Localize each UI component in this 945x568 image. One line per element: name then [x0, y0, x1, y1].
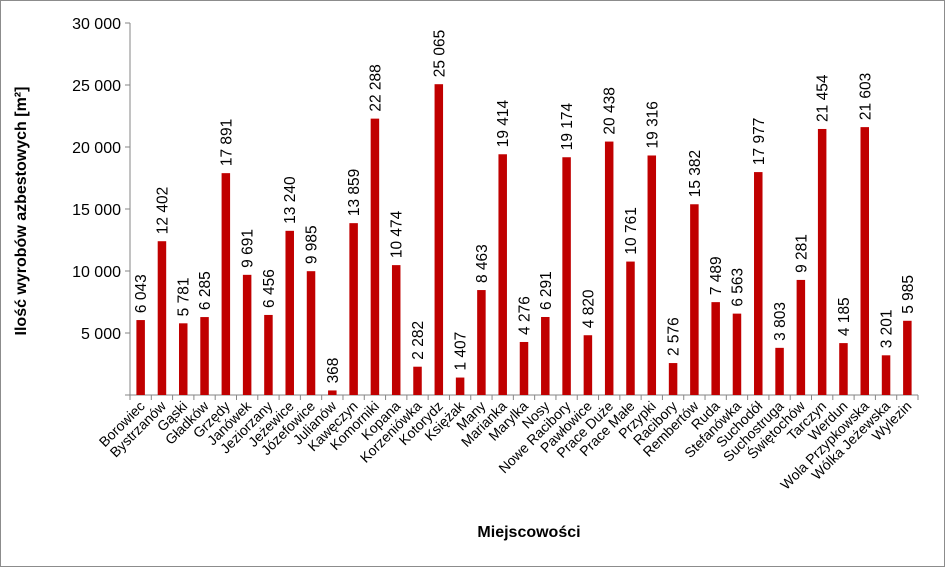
data-label: 9 281 — [793, 234, 810, 273]
bar — [200, 317, 209, 395]
x-axis: BorowiecBystrzanówGąskiGładkówGrzędyJanó… — [96, 394, 919, 493]
data-label: 5 781 — [176, 278, 193, 317]
data-label: 13 240 — [282, 176, 299, 224]
bar — [732, 313, 742, 395]
bar — [455, 377, 465, 395]
data-label: 17 891 — [218, 119, 235, 166]
bar — [647, 155, 657, 395]
bar — [413, 366, 422, 395]
bar — [754, 172, 763, 395]
data-label: 15 382 — [687, 150, 704, 197]
bar — [541, 316, 550, 395]
data-label: 19 174 — [559, 102, 576, 150]
bar — [711, 302, 720, 395]
data-label: 8 463 — [474, 244, 491, 283]
y-axis: 5 000 10 000 15 000 20 000 25 000 30 000 — [72, 16, 131, 396]
data-label: 13 859 — [346, 169, 363, 216]
y-tick-label: 15 000 — [72, 202, 121, 219]
data-label: 4 276 — [517, 296, 534, 335]
data-label: 6 285 — [197, 271, 214, 310]
x-axis-title: Miejscowości — [477, 524, 580, 541]
data-label: 6 456 — [261, 269, 278, 308]
bars — [136, 84, 912, 396]
bar — [498, 154, 507, 395]
bar — [264, 314, 273, 395]
bar — [604, 141, 614, 395]
bar — [178, 323, 188, 395]
y-tick-label: 20 000 — [72, 140, 121, 157]
bar — [157, 241, 167, 395]
y-axis-title: Ilość wyrobów azbestowych [m²] — [13, 87, 30, 336]
y-tick-label: 30 000 — [72, 16, 121, 33]
data-label: 2 576 — [666, 317, 683, 356]
bar — [860, 127, 870, 395]
bar — [690, 204, 699, 395]
data-label: 9 985 — [304, 225, 321, 264]
bar — [881, 355, 891, 395]
data-label: 3 201 — [879, 310, 896, 349]
data-label: 6 291 — [538, 271, 555, 310]
y-tick-label: 10 000 — [72, 264, 121, 281]
data-label: 19 414 — [495, 99, 512, 147]
data-label: 22 288 — [367, 64, 384, 111]
bar — [328, 390, 337, 395]
bar — [775, 347, 784, 395]
bar — [817, 128, 827, 395]
data-label: 7 489 — [708, 256, 725, 295]
bar — [242, 274, 252, 395]
bar — [285, 230, 294, 395]
data-label: 1 407 — [453, 332, 470, 371]
data-label: 20 438 — [602, 87, 619, 134]
data-label: 17 977 — [751, 118, 768, 165]
data-label: 6 043 — [133, 274, 150, 313]
bar — [519, 341, 529, 395]
bar — [562, 157, 571, 395]
bar — [796, 279, 806, 395]
bar — [903, 320, 912, 395]
bar — [434, 84, 444, 395]
data-label: 4 820 — [580, 289, 597, 328]
data-label: 12 402 — [154, 187, 171, 234]
data-label: 10 474 — [389, 210, 406, 258]
bar — [306, 271, 316, 395]
bar — [221, 173, 231, 395]
y-tick-label: 5 000 — [81, 326, 121, 343]
data-label: 6 563 — [729, 268, 746, 307]
data-label: 4 185 — [836, 297, 853, 336]
bar — [136, 320, 145, 395]
bar — [839, 343, 848, 395]
bar — [626, 261, 635, 395]
data-label: 368 — [325, 358, 342, 384]
data-label: 10 761 — [623, 207, 640, 254]
data-label: 25 065 — [431, 30, 448, 77]
bar — [370, 118, 380, 396]
y-tick-label: 25 000 — [72, 78, 121, 95]
bar — [391, 265, 401, 395]
data-label: 19 316 — [644, 101, 661, 148]
data-label: 21 454 — [815, 74, 832, 122]
bar — [668, 363, 678, 395]
data-label: 2 282 — [410, 321, 427, 360]
bar — [477, 290, 486, 395]
data-label: 21 603 — [857, 73, 874, 120]
data-label: 3 803 — [772, 302, 789, 341]
bar — [583, 335, 593, 395]
data-label: 9 691 — [240, 229, 257, 268]
bar — [349, 223, 358, 395]
data-label: 5 985 — [900, 275, 917, 314]
